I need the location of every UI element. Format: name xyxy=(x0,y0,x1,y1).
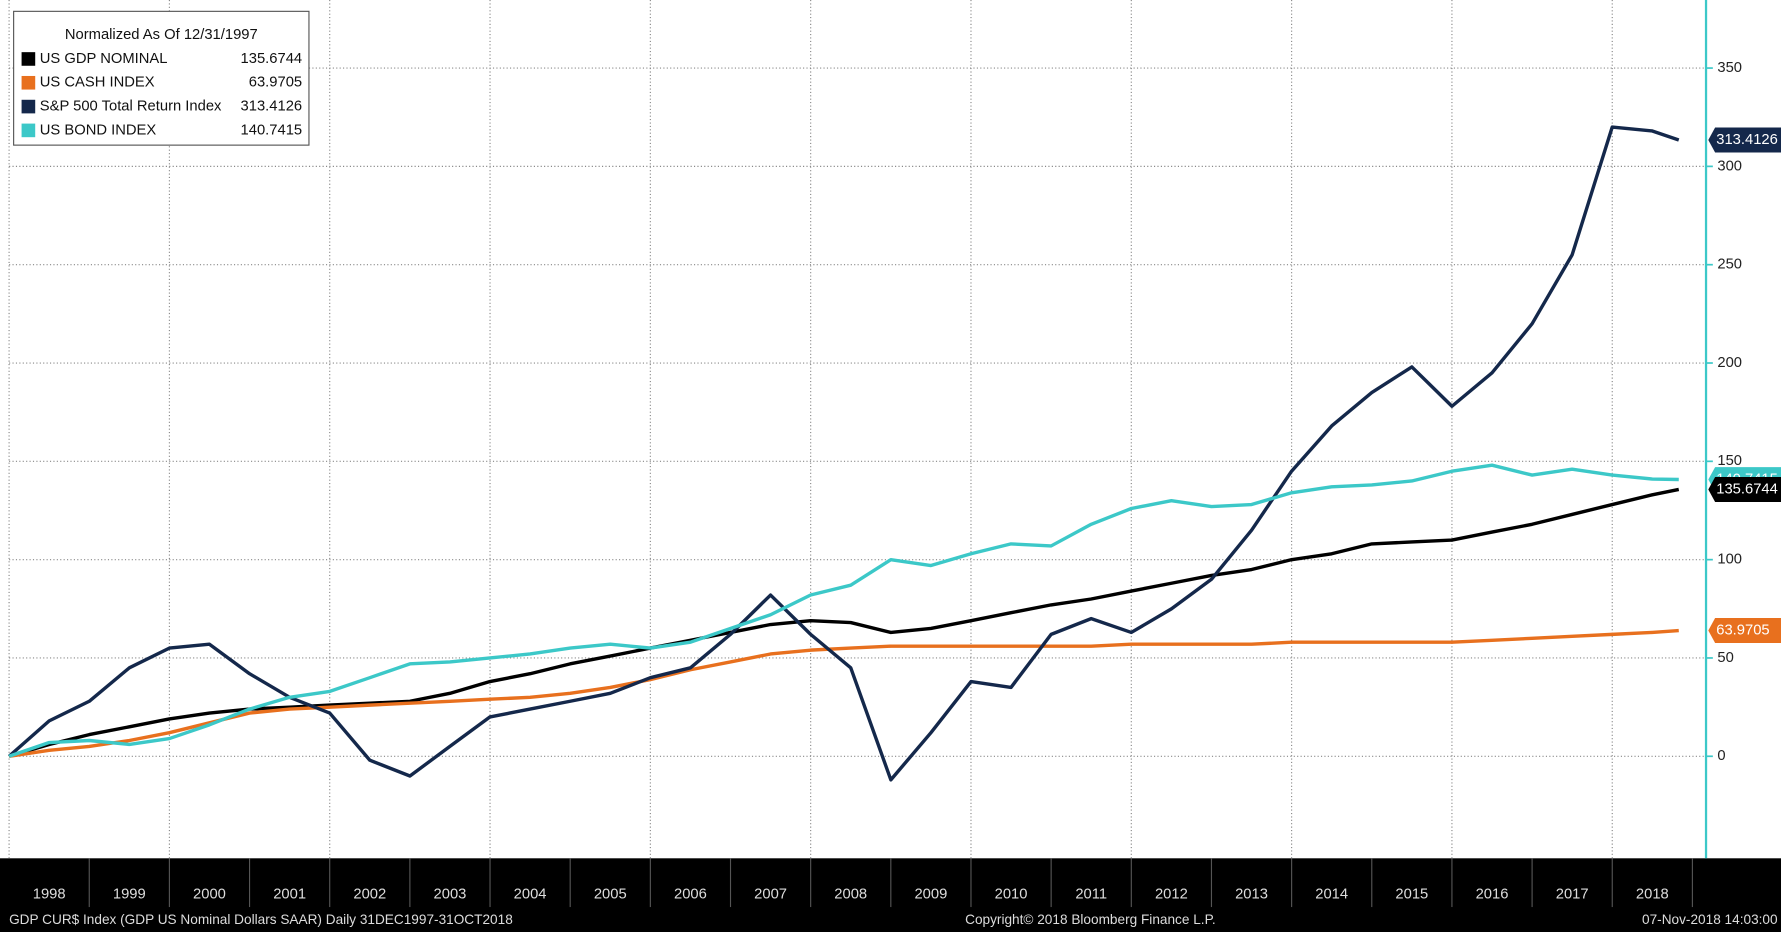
legend-swatch xyxy=(21,123,36,138)
x-tick-label: 2011 xyxy=(1075,886,1107,902)
value-tag-label: 313.4126 xyxy=(1716,132,1778,148)
legend-label: US BOND INDEX xyxy=(40,122,157,138)
y-tick-label: 150 xyxy=(1717,453,1742,469)
legend-swatch xyxy=(21,52,36,66)
grid xyxy=(8,0,1707,859)
x-tick-label: 2017 xyxy=(1556,886,1589,902)
series-line xyxy=(8,628,1679,758)
y-tick-label: 50 xyxy=(1717,650,1733,666)
x-tick-label: 2009 xyxy=(914,886,947,902)
x-tick-label: 2004 xyxy=(514,886,547,902)
x-tick-label: 2005 xyxy=(594,886,627,902)
footer-right: 07-Nov-2018 14:03:00 xyxy=(1642,912,1778,927)
legend-title: Normalized As Of 12/31/1997 xyxy=(65,27,258,43)
value-tag-label: 135.6744 xyxy=(1716,481,1778,497)
legend: Normalized As Of 12/31/1997 US GDP NOMIN… xyxy=(13,10,310,146)
x-tick-label: 1999 xyxy=(113,886,146,902)
y-tick-label: 0 xyxy=(1717,748,1725,764)
footer-left: GDP CUR$ Index (GDP US Nominal Dollars S… xyxy=(9,912,513,927)
y-tick-label: 350 xyxy=(1717,60,1742,76)
legend-swatch xyxy=(21,75,36,90)
x-tick-label: 2001 xyxy=(273,886,306,902)
legend-label: US GDP NOMINAL xyxy=(40,51,168,67)
y-tick-label: 300 xyxy=(1717,158,1742,174)
footer-center: Copyright© 2018 Bloomberg Finance L.P. xyxy=(965,912,1216,927)
legend-value: 63.9705 xyxy=(249,75,302,91)
value-tag xyxy=(1708,127,1781,153)
x-tick-label: 2015 xyxy=(1395,886,1428,902)
x-tick-label: 2018 xyxy=(1636,886,1669,902)
x-tick-label: 2010 xyxy=(995,886,1028,902)
legend-label: US CASH INDEX xyxy=(40,75,155,91)
x-tick-label: 2012 xyxy=(1155,886,1188,902)
legend-box xyxy=(13,10,310,146)
value-tag-label: 63.9705 xyxy=(1716,622,1769,638)
series-line xyxy=(8,487,1680,758)
y-tick-label: 100 xyxy=(1717,552,1742,568)
value-tag xyxy=(1708,618,1781,643)
legend-label: S&P 500 Total Return Index xyxy=(40,98,222,114)
y-tick-label: 250 xyxy=(1717,257,1742,273)
legend-value: 135.6744 xyxy=(241,51,303,67)
x-tick-label: 2003 xyxy=(434,886,467,902)
axis: 0 50 100 150 200 250 300 350 1998 1999 2000 2001 200… xyxy=(33,60,1742,908)
x-tick-label: 2016 xyxy=(1476,886,1509,902)
x-tick-label: 2014 xyxy=(1315,886,1348,902)
legend-value: 313.4126 xyxy=(241,98,303,114)
y-tick-label: 200 xyxy=(1717,355,1742,371)
series-line xyxy=(8,463,1679,758)
x-tick-label: 2000 xyxy=(193,886,226,902)
x-tick-label: 1998 xyxy=(33,886,66,902)
legend-swatch xyxy=(21,99,36,114)
x-tick-label: 2002 xyxy=(353,886,386,902)
x-tick-label: 2007 xyxy=(754,886,787,902)
legend-value: 140.7415 xyxy=(241,122,303,138)
x-tick-label: 2013 xyxy=(1235,886,1268,902)
lines xyxy=(7,125,1680,782)
x-tick-label: 2008 xyxy=(834,886,867,902)
x-tick-label: 2006 xyxy=(674,886,707,902)
value-tag xyxy=(1708,477,1781,502)
